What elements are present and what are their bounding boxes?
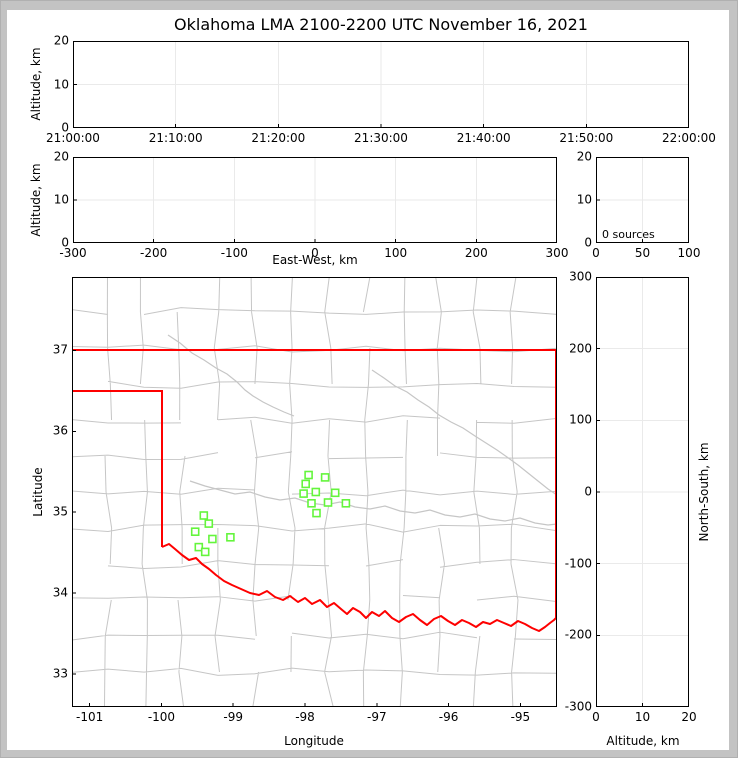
map-plot-area	[72, 277, 557, 707]
map-x-axis-label: Longitude	[284, 734, 344, 748]
panel-frame	[596, 277, 689, 707]
lma-station-marker	[190, 527, 200, 536]
time_height-xtick-label: 21:20:00	[251, 131, 306, 145]
alt_hist-xtick-label: 0	[592, 246, 600, 260]
map-xtick-label: -100	[147, 710, 176, 724]
map-xtick-label: -98	[295, 710, 315, 724]
lma-station-marker	[307, 499, 316, 508]
panel-time-height	[73, 41, 689, 128]
lma-station-marker	[330, 488, 340, 498]
ew_height-ytick-label: 20	[53, 149, 69, 164]
ns_height-ytick-label: 300	[569, 269, 592, 284]
ns_height-xtick-label: 10	[634, 710, 651, 724]
chart-title: Oklahoma LMA 2100-2200 UTC November 16, …	[174, 15, 588, 34]
time_height-xtick-label: 22:00:00	[662, 131, 716, 145]
time_height-xtick-label: 21:10:00	[148, 131, 203, 145]
time_height-ytick-label: 10	[53, 77, 69, 91]
ew_height-xtick-label: 200	[464, 246, 488, 260]
map-ytick-label: 34	[52, 585, 68, 600]
alt_hist-ytick-label: 10	[576, 192, 592, 207]
red-river-border	[161, 543, 557, 632]
time_height-ytick-label: 20	[53, 33, 69, 48]
lma-station-marker	[301, 479, 310, 489]
lma-station-marker	[311, 487, 321, 497]
ew_height-xtick-label: 100	[384, 246, 408, 260]
sources-count-annotation: 0 sources	[602, 228, 655, 241]
river-line	[167, 334, 295, 417]
panel-east-west-height	[73, 157, 557, 243]
ns_height-xtick-label: 0	[592, 710, 600, 724]
ns-height-y-axis-label: North-South, km	[697, 442, 711, 542]
map-xtick-label: -101	[76, 710, 104, 724]
time_height-xtick-label: 21:30:00	[354, 131, 408, 145]
lma-station-marker	[194, 542, 204, 552]
ns_height-ytick-label: 0	[584, 484, 592, 499]
lma-station-marker	[341, 499, 351, 508]
ns_height-ytick-label: -100	[564, 556, 592, 571]
map-ytick-label: 33	[52, 666, 68, 681]
ns_height-ytick-label: -300	[564, 699, 592, 714]
plot-canvas: Oklahoma LMA 2100-2200 UTC November 16, …	[7, 10, 729, 750]
ns_height-ytick-label: 100	[569, 412, 592, 427]
lma-station-marker	[200, 547, 210, 557]
ns_height-ytick-label: -200	[564, 627, 592, 642]
lma-station-marker	[226, 532, 235, 542]
map-xtick-label: -96	[438, 710, 459, 724]
ew_height-xtick-label: 0	[311, 246, 319, 260]
time_height-xtick-label: 21:40:00	[456, 131, 511, 145]
lma-station-marker	[208, 534, 217, 544]
ns_height-ytick-label: 200	[569, 341, 592, 356]
ew_height-xtick-label: -100	[220, 246, 248, 260]
ew_height-ytick-label: 10	[53, 192, 69, 207]
lma-station-marker	[320, 473, 330, 482]
river-line	[371, 369, 557, 496]
time_height-xtick-label: 21:00:00	[46, 131, 100, 145]
lma-station-marker	[312, 508, 321, 518]
alt_hist-plot-area	[596, 157, 689, 243]
ns-height-x-axis-label: Altitude, km	[606, 734, 680, 748]
map-xtick-label: -99	[223, 710, 244, 724]
county-borders	[72, 277, 557, 707]
river-line	[189, 480, 557, 526]
map-ytick-label: 35	[52, 504, 68, 519]
lma-stations	[190, 470, 351, 557]
panel-north-south-height	[596, 277, 689, 707]
alt_hist-ytick-label: 0	[584, 235, 592, 250]
ns_height-xtick-label: 20	[681, 710, 697, 724]
alt_hist-xtick-label: 50	[634, 246, 651, 260]
map-ytick-label: 36	[52, 423, 68, 438]
alt_hist-ytick-label: 20	[576, 149, 592, 164]
panel-altitude-histogram	[596, 157, 689, 243]
alt_hist-xtick-label: 100	[677, 246, 701, 260]
ew_height-xtick-label: -300	[59, 246, 87, 260]
time_height-plot-area	[73, 41, 689, 128]
time_height-ytick-label: 0	[61, 120, 69, 135]
map-xtick-label: -97	[366, 710, 387, 724]
ew_height-ytick-label: 0	[61, 235, 69, 250]
ns_height-plot-area	[596, 277, 689, 707]
ew_height-xtick-label: 300	[545, 246, 569, 260]
map-ytick-label: 37	[52, 342, 68, 357]
lma-station-marker	[204, 519, 214, 528]
panel-frame	[73, 41, 689, 128]
ew_height-plot-area	[73, 157, 557, 243]
lma-station-marker	[304, 470, 313, 480]
ew_height-xtick-label: -200	[140, 246, 168, 260]
map-xtick-label: -95	[510, 710, 531, 724]
panel-frame	[73, 157, 557, 243]
ew-height-x-axis-label: East-West, km	[272, 253, 358, 267]
lma-station-marker	[299, 489, 308, 498]
oklahoma-state-border	[72, 390, 163, 547]
lma-station-marker	[199, 511, 209, 520]
time_height-xtick-label: 21:50:00	[559, 131, 614, 145]
panel-frame	[596, 157, 689, 243]
panel-frame	[72, 277, 557, 707]
panel-map	[72, 277, 557, 707]
lma-station-marker	[323, 498, 333, 507]
